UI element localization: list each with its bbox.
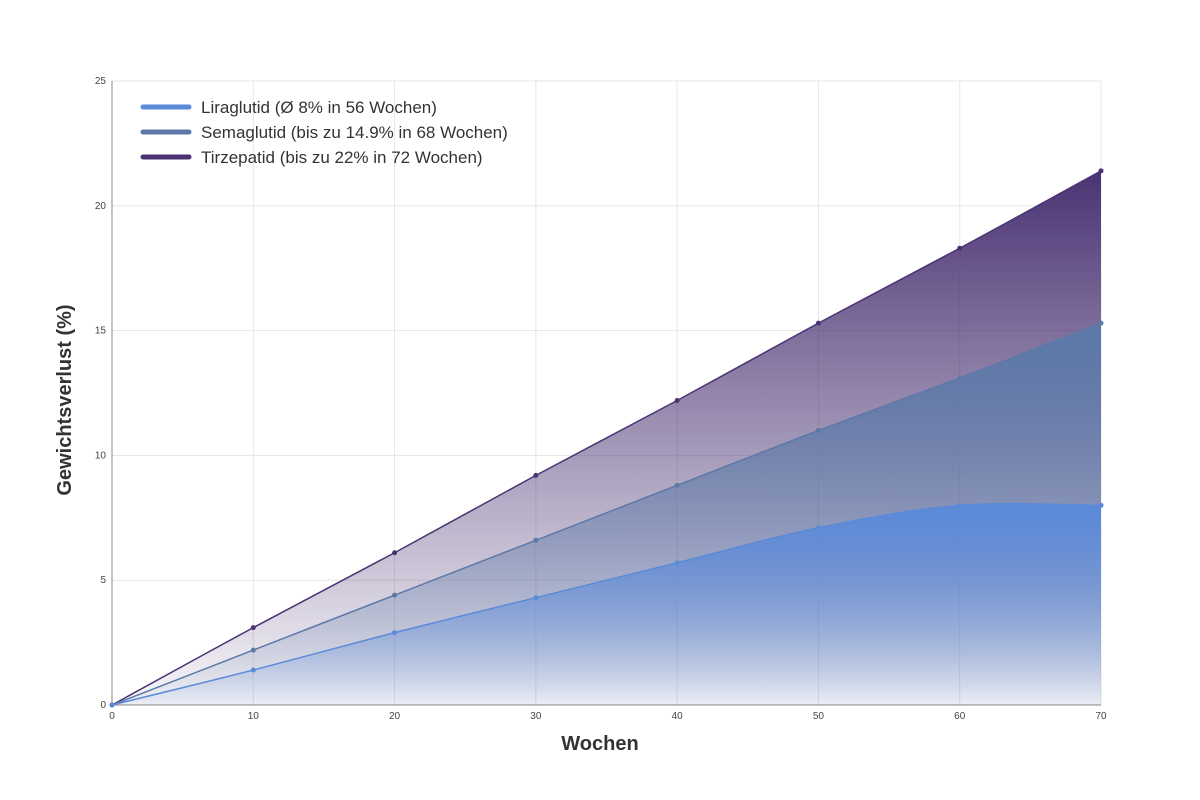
y-tick-label: 5: [100, 575, 106, 586]
x-tick-label: 40: [672, 711, 684, 722]
data-point[interactable]: [533, 537, 539, 543]
x-tick-label: 70: [1095, 711, 1107, 722]
data-point[interactable]: [957, 502, 963, 508]
data-point[interactable]: [815, 427, 821, 433]
y-tick-label: 20: [95, 201, 107, 212]
data-points: [109, 168, 1104, 708]
data-point[interactable]: [392, 592, 398, 598]
data-point[interactable]: [109, 702, 115, 708]
data-point[interactable]: [533, 595, 539, 601]
series-line-0: [111, 502, 1102, 706]
data-point[interactable]: [674, 560, 680, 566]
legend-label[interactable]: Semaglutid (bis zu 14.9% in 68 Wochen): [201, 123, 508, 142]
y-tick-label: 15: [95, 326, 107, 337]
data-point[interactable]: [250, 625, 256, 631]
data-point[interactable]: [674, 482, 680, 488]
y-axis-title: Gewichtsverlust (%): [54, 304, 76, 495]
data-point[interactable]: [533, 472, 539, 478]
x-tick-label: 20: [389, 711, 401, 722]
y-tick-label: 10: [95, 450, 107, 461]
series-area-0: [112, 503, 1101, 705]
data-point[interactable]: [1098, 320, 1104, 326]
x-tick-label: 0: [109, 711, 115, 722]
series-line-1: [111, 322, 1102, 706]
data-point[interactable]: [392, 550, 398, 556]
data-point[interactable]: [815, 320, 821, 326]
x-axis-title: Wochen: [561, 733, 638, 755]
legend-label[interactable]: Tirzepatid (bis zu 22% in 72 Wochen): [201, 148, 483, 167]
legend-label[interactable]: Liraglutid (Ø 8% in 56 Wochen): [201, 98, 437, 117]
data-point[interactable]: [957, 245, 963, 251]
data-point[interactable]: [250, 647, 256, 653]
data-point[interactable]: [815, 525, 821, 531]
x-tick-label: 50: [813, 711, 825, 722]
series-line-2: [111, 170, 1102, 706]
data-point[interactable]: [250, 667, 256, 673]
axes: 0 10 20 30 40 50 60 70 0 5 10 15 20 25: [95, 76, 1107, 722]
data-point[interactable]: [392, 630, 398, 636]
x-tick-label: 10: [248, 711, 260, 722]
data-point[interactable]: [957, 375, 963, 381]
y-tick-label: 25: [95, 76, 107, 87]
legend: Liraglutid (Ø 8% in 56 Wochen) Semaglutid…: [140, 98, 508, 167]
y-tick-label: 0: [100, 700, 106, 711]
data-point[interactable]: [1098, 502, 1104, 508]
data-point[interactable]: [674, 397, 680, 403]
x-tick-label: 60: [954, 711, 966, 722]
series-areas: [111, 170, 1102, 706]
x-tick-label: 30: [530, 711, 542, 722]
data-point[interactable]: [1098, 168, 1104, 174]
